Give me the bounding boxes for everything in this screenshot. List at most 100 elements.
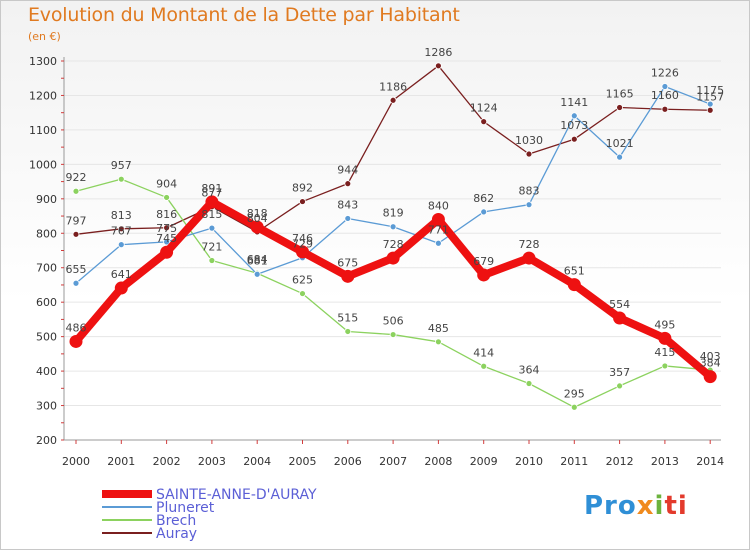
data-label-brech-2001: 957 <box>111 159 132 172</box>
data-label-auray-2008: 1286 <box>424 46 452 59</box>
y-tick-label-700: 700 <box>36 262 57 275</box>
point-auray-2014 <box>706 106 714 114</box>
data-label-sainte-anne-d-auray-2000: 486 <box>66 321 87 334</box>
data-label-brech-2014: 403 <box>700 350 721 363</box>
point-brech-2007 <box>389 331 397 338</box>
point-sainte-anne-d-auray-2010 <box>522 251 536 265</box>
x-tick-label-2002: 2002 <box>153 455 181 468</box>
data-label-pluneret-2005: 729 <box>292 238 313 251</box>
point-auray-2006 <box>344 180 352 188</box>
x-tick-label-2007: 2007 <box>379 455 407 468</box>
data-label-auray-2001: 813 <box>111 209 132 222</box>
point-sainte-anne-d-auray-2009 <box>477 268 491 282</box>
x-tick-label-2010: 2010 <box>515 455 543 468</box>
point-auray-2011 <box>570 135 578 143</box>
data-label-sainte-anne-d-auray-2008: 840 <box>428 199 449 212</box>
y-tick-label-400: 400 <box>36 365 57 378</box>
data-label-pluneret-2004: 681 <box>247 254 268 267</box>
series-lines <box>69 62 717 411</box>
y-tick-label-1100: 1100 <box>29 124 57 137</box>
point-pluneret-2004 <box>253 270 261 278</box>
logo-part-1: Pro <box>584 491 637 521</box>
y-tick-label-800: 800 <box>36 227 57 240</box>
data-label-brech-2011: 295 <box>564 387 585 400</box>
point-auray-2001 <box>117 225 125 233</box>
data-label-sainte-anne-d-auray-2013: 495 <box>654 318 675 331</box>
point-sainte-anne-d-auray-2013 <box>658 331 672 345</box>
point-auray-2005 <box>299 198 306 205</box>
x-tick-label-2004: 2004 <box>243 455 271 468</box>
point-sainte-anne-d-auray-2000 <box>69 334 83 348</box>
legend-label-brech: Brech <box>156 513 196 529</box>
point-brech-2012 <box>616 382 623 390</box>
data-label-auray-2010: 1030 <box>515 134 543 147</box>
data-label-brech-2003: 721 <box>201 240 222 253</box>
point-brech-2010 <box>525 380 533 387</box>
legend-label-pluneret: Pluneret <box>156 500 215 516</box>
x-tick-label-2014: 2014 <box>696 455 724 468</box>
point-pluneret-2008 <box>434 239 442 247</box>
data-label-pluneret-2014: 1175 <box>696 84 724 97</box>
point-pluneret-2012 <box>616 153 623 161</box>
x-tick-label-2001: 2001 <box>107 455 135 468</box>
data-label-pluneret-2000: 655 <box>66 263 87 276</box>
point-auray-2002 <box>163 224 171 232</box>
data-label-pluneret-2002: 775 <box>156 222 177 235</box>
y-tick-label-600: 600 <box>36 296 57 309</box>
point-brech-2002 <box>163 194 171 201</box>
x-tick-label-2011: 2011 <box>560 455 588 468</box>
data-label-pluneret-2006: 843 <box>337 198 358 211</box>
data-label-sainte-anne-d-auray-2002: 745 <box>156 232 177 245</box>
logo-part-4: ti <box>664 491 688 521</box>
point-pluneret-2010 <box>525 201 533 209</box>
point-pluneret-2003 <box>208 224 216 232</box>
legend-label-auray: Auray <box>156 526 197 542</box>
point-pluneret-2002 <box>163 238 171 246</box>
data-label-brech-2009: 414 <box>473 346 494 359</box>
data-label-auray-2002: 816 <box>156 208 177 221</box>
data-label-brech-2006: 515 <box>337 311 358 324</box>
point-brech-2000 <box>72 187 80 195</box>
legend-label-sainte-anne-d-auray: SAINTE-ANNE-D'AURAY <box>156 487 317 503</box>
data-label-brech-2004: 684 <box>247 253 268 266</box>
data-label-auray-2009: 1124 <box>470 102 498 115</box>
data-labels: 797 813 816 877 804 892 944 1186 1286 1124 1030 107… <box>66 46 725 400</box>
logo-part-3: i <box>654 491 665 521</box>
data-label-pluneret-2003: 815 <box>201 208 222 221</box>
y-tick-label-1200: 1200 <box>29 89 57 102</box>
x-tick-label-2013: 2013 <box>651 455 679 468</box>
point-sainte-anne-d-auray-2007 <box>386 251 400 265</box>
x-tick-label-2008: 2008 <box>424 455 452 468</box>
data-label-sainte-anne-d-auray-2009: 679 <box>473 255 494 268</box>
data-label-auray-2004: 804 <box>247 212 268 225</box>
data-label-brech-2000: 922 <box>66 171 87 184</box>
point-sainte-anne-d-auray-2008 <box>431 212 445 226</box>
x-tick-label-2000: 2000 <box>62 455 90 468</box>
point-brech-2005 <box>299 290 306 297</box>
data-label-brech-2002: 904 <box>156 177 177 190</box>
point-sainte-anne-d-auray-2004 <box>250 220 264 234</box>
point-auray-2007 <box>389 96 397 104</box>
point-brech-2001 <box>117 175 125 183</box>
data-label-pluneret-2011: 1141 <box>560 96 588 109</box>
point-pluneret-2000 <box>72 279 80 287</box>
logo-part-2: x <box>636 491 655 521</box>
data-label-sainte-anne-d-auray-2012: 554 <box>609 298 630 311</box>
data-label-sainte-anne-d-auray-2003: 891 <box>201 182 222 195</box>
point-auray-2000 <box>72 230 80 238</box>
data-label-auray-2011: 1073 <box>560 119 588 132</box>
data-label-brech-2013: 415 <box>654 346 675 359</box>
point-brech-2006 <box>344 328 352 335</box>
point-brech-2013 <box>661 362 669 370</box>
data-label-sainte-anne-d-auray-2004: 818 <box>247 207 268 220</box>
point-brech-2008 <box>434 338 442 346</box>
data-label-sainte-anne-d-auray-2007: 728 <box>383 238 404 251</box>
y-tick-label-900: 900 <box>36 193 57 206</box>
data-label-brech-2012: 357 <box>609 366 630 379</box>
point-auray-2009 <box>480 118 488 126</box>
point-sainte-anne-d-auray-2014 <box>703 370 717 384</box>
y-tick-label-1300: 1300 <box>29 55 57 68</box>
data-label-pluneret-2010: 883 <box>519 185 540 198</box>
